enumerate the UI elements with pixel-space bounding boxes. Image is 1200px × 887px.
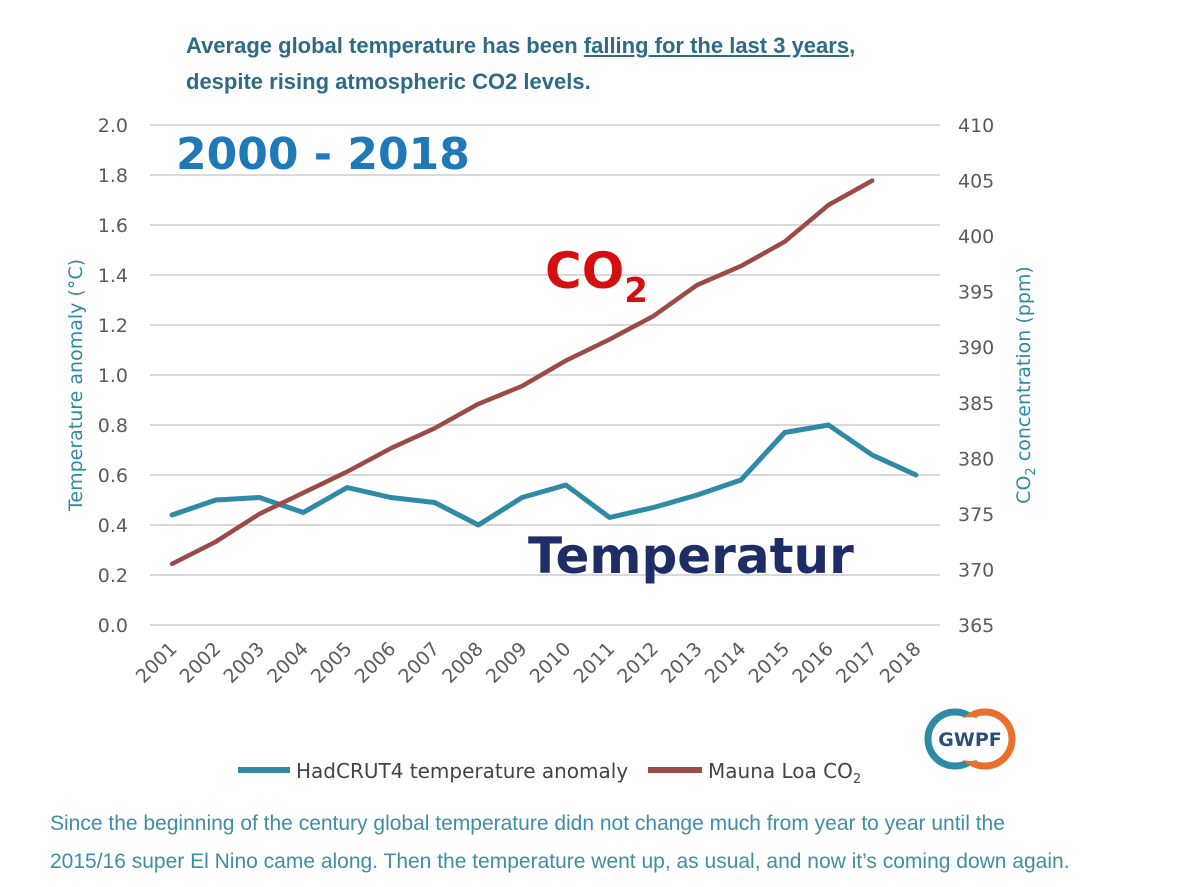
legend-label-co2: Mauna Loa CO2	[708, 759, 861, 787]
chart-headline: Average global temperature has been fall…	[186, 28, 1086, 100]
x-tick-label: 2007	[394, 638, 444, 688]
x-tick-label: 2002	[176, 638, 226, 688]
chart-caption: Since the beginning of the century globa…	[50, 805, 1170, 881]
headline-link[interactable]: falling for the last 3 years	[583, 33, 850, 58]
annotation-co2: CO2	[545, 242, 648, 311]
x-tick-label: 2008	[438, 638, 488, 688]
x-axis-ticks: 2001200220032004200520062007200820092010…	[132, 638, 926, 688]
left-tick-label: 0.4	[98, 515, 128, 537]
x-tick-label: 2018	[876, 638, 926, 688]
legend-label-co2-main: Mauna Loa CO	[708, 759, 853, 783]
left-tick-label: 0.0	[98, 615, 128, 637]
legend: HadCRUT4 temperature anomaly Mauna Loa C…	[238, 759, 861, 787]
left-tick-label: 1.6	[98, 215, 128, 237]
legend-label-temperature: HadCRUT4 temperature anomaly	[296, 759, 628, 783]
right-tick-label: 380	[958, 448, 994, 470]
x-tick-label: 2013	[657, 638, 707, 688]
x-tick-label: 2015	[744, 638, 794, 688]
right-tick-label: 395	[958, 282, 994, 304]
caption-line1: Since the beginning of the century globa…	[50, 812, 1005, 835]
left-tick-label: 1.2	[98, 315, 128, 337]
right-tick-label: 370	[958, 559, 994, 581]
caption-line2: 2015/16 super El Nino came along. Then t…	[50, 850, 1070, 873]
right-tick-label: 400	[958, 226, 994, 248]
x-tick-label: 2011	[569, 638, 619, 688]
gwpf-logo-text: GWPF	[938, 729, 1001, 751]
annotation-co2-main: CO	[545, 242, 624, 300]
annotation-temperature: Temperatur	[528, 527, 854, 585]
x-tick-label: 2017	[832, 638, 882, 688]
left-tick-label: 2.0	[98, 115, 128, 137]
temperature-co2-chart: 0.0 0.2 0.4 0.6 0.8 1.0 1.2 1.4 1.6 1.8 2.0 365 370…	[65, 115, 1039, 787]
left-tick-label: 0.6	[98, 465, 128, 487]
annotation-period: 2000 - 2018	[176, 129, 470, 180]
left-tick-label: 0.8	[98, 415, 128, 437]
x-tick-label: 2014	[701, 638, 751, 688]
left-tick-label: 0.2	[98, 565, 128, 587]
headline-suffix: ,	[849, 33, 856, 58]
right-axis-title-main: CO	[1013, 476, 1035, 504]
x-tick-label: 2012	[613, 638, 663, 688]
x-tick-label: 2016	[788, 638, 838, 688]
right-tick-label: 410	[958, 115, 994, 137]
left-tick-label: 1.8	[98, 165, 128, 187]
series-line-0	[169, 422, 919, 528]
right-axis-title: CO2 concentration (ppm)	[1013, 266, 1039, 504]
right-axis-ticks: 365 370 375 380 385 390 395 400 405 410	[958, 115, 994, 637]
gwpf-logo-center	[948, 717, 992, 761]
x-tick-label: 2010	[526, 638, 576, 688]
left-axis-title: Temperature anomaly (°C)	[65, 259, 87, 512]
gridlines	[150, 124, 940, 626]
x-tick-label: 2009	[482, 638, 532, 688]
right-tick-label: 365	[958, 615, 994, 637]
gwpf-logo: GWPF	[924, 708, 1016, 770]
left-tick-label: 1.0	[98, 365, 128, 387]
right-tick-label: 405	[958, 171, 994, 193]
x-tick-label: 2004	[263, 638, 313, 688]
right-axis-title-sub: 2	[1024, 467, 1039, 475]
right-axis-title-tail: concentration (ppm)	[1013, 266, 1035, 467]
right-tick-label: 385	[958, 393, 994, 415]
left-tick-label: 1.4	[98, 265, 128, 287]
legend-label-co2-sub: 2	[853, 772, 861, 787]
headline-line2: despite rising atmospheric CO2 levels.	[186, 69, 591, 94]
x-tick-label: 2003	[219, 638, 269, 688]
series-lines	[169, 178, 919, 567]
series-line-1	[169, 178, 875, 567]
right-tick-label: 390	[958, 337, 994, 359]
x-tick-label: 2006	[351, 638, 401, 688]
x-tick-label: 2001	[132, 638, 182, 688]
right-tick-label: 375	[958, 504, 994, 526]
series-points	[171, 180, 917, 564]
left-axis-ticks: 0.0 0.2 0.4 0.6 0.8 1.0 1.2 1.4 1.6 1.8 2.0	[98, 115, 128, 637]
annotation-co2-sub: 2	[624, 271, 648, 311]
x-tick-label: 2005	[307, 638, 357, 688]
headline-prefix: Average global temperature has been	[186, 33, 584, 58]
